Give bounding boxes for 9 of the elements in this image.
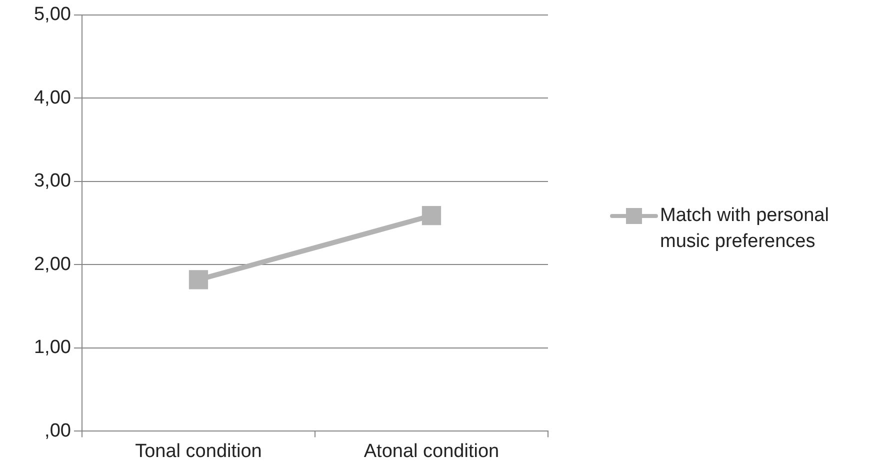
y-tick-label: 1,00 — [34, 337, 71, 358]
y-tick-label: 2,00 — [34, 254, 71, 275]
y-tick-label: 4,00 — [34, 87, 71, 108]
y-tick-label: 5,00 — [34, 4, 71, 26]
legend-label: Match with personal music preferences — [660, 204, 830, 254]
y-tick-label: ,00 — [44, 420, 71, 442]
x-tick-label: Tonal condition — [135, 440, 262, 462]
x-tick-label: Atonal condition — [364, 440, 500, 462]
y-tick-label: 3,00 — [34, 170, 71, 192]
